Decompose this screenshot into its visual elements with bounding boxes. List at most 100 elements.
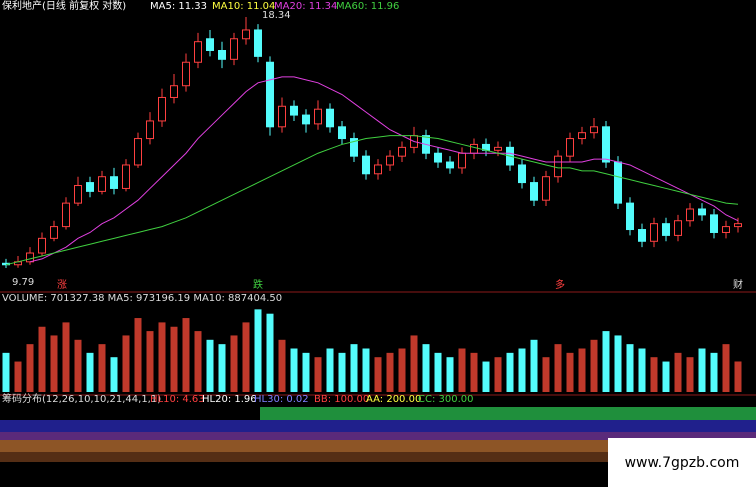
ma-line bbox=[29, 76, 739, 263]
candle-body bbox=[638, 229, 646, 242]
candle-body bbox=[26, 252, 34, 263]
volume-bar bbox=[326, 348, 334, 392]
candle-body bbox=[650, 223, 658, 242]
candle-body bbox=[554, 155, 562, 178]
volume-bar bbox=[662, 361, 670, 392]
candle-body bbox=[314, 108, 322, 125]
volume-bar bbox=[218, 344, 226, 392]
volume-bar bbox=[170, 326, 178, 392]
candle-body bbox=[110, 176, 118, 189]
volume-bar bbox=[446, 357, 454, 392]
candle-body bbox=[182, 61, 190, 87]
indicator-label: HL10: 4.63 bbox=[150, 394, 205, 405]
legend-entry: MA60: 11.96 bbox=[336, 1, 399, 12]
volume-bar bbox=[182, 318, 190, 392]
indicator-label: BB: 100.00 bbox=[314, 394, 369, 405]
candle-body bbox=[86, 182, 94, 192]
candle-body bbox=[626, 202, 634, 231]
candle-body bbox=[134, 138, 142, 166]
volume-bar bbox=[482, 361, 490, 392]
volume-bar bbox=[458, 348, 466, 392]
volume-bar bbox=[26, 344, 34, 392]
candle-body bbox=[386, 155, 394, 166]
band bbox=[260, 407, 756, 420]
volume-bar bbox=[50, 335, 58, 392]
candle-body bbox=[218, 50, 226, 60]
candle-body bbox=[734, 223, 742, 228]
volume-bar bbox=[278, 339, 286, 392]
candle-body bbox=[302, 114, 310, 125]
candle-body bbox=[518, 164, 526, 184]
volume-bar bbox=[350, 344, 358, 392]
volume-bar bbox=[386, 352, 394, 392]
volume-bar bbox=[554, 344, 562, 392]
candle-body bbox=[434, 152, 442, 163]
volume-bar bbox=[122, 335, 130, 392]
candle-body bbox=[278, 105, 286, 128]
band bbox=[0, 432, 756, 440]
volume-bar bbox=[254, 309, 262, 392]
event-marker: 多 bbox=[555, 278, 565, 291]
candle-body bbox=[662, 223, 670, 236]
volume-bar bbox=[626, 344, 634, 392]
indicator-label: CC: 300.00 bbox=[418, 394, 474, 405]
candle-body bbox=[350, 138, 358, 157]
volume-bar bbox=[734, 361, 742, 392]
candle-body bbox=[590, 126, 598, 134]
watermark-box bbox=[608, 438, 756, 487]
candle-body bbox=[266, 61, 274, 128]
volume-bar bbox=[62, 322, 70, 392]
volume-bar bbox=[206, 339, 214, 392]
watermark: www.7gpzb.com bbox=[625, 455, 740, 471]
legend-entry: MA5: 11.33 bbox=[150, 1, 207, 12]
volume-bar bbox=[74, 339, 82, 392]
chip-bands bbox=[0, 407, 756, 462]
candle-body bbox=[194, 41, 202, 63]
volume-bar bbox=[134, 318, 142, 392]
candle-body bbox=[470, 143, 478, 154]
band bbox=[0, 452, 610, 462]
volume-bar bbox=[470, 352, 478, 392]
volume-bar bbox=[194, 331, 202, 392]
candle-body bbox=[98, 176, 106, 192]
volume-bar bbox=[374, 357, 382, 392]
volume-bar bbox=[578, 348, 586, 392]
volume-bar bbox=[602, 331, 610, 392]
volume-bar bbox=[422, 344, 430, 392]
candle-body bbox=[494, 146, 502, 151]
candle-body bbox=[530, 182, 538, 201]
high-label: 18.34 bbox=[262, 10, 291, 21]
candle-body bbox=[38, 237, 46, 254]
volume-bar bbox=[434, 352, 442, 392]
volume-bar bbox=[638, 348, 646, 392]
volume-bar bbox=[362, 348, 370, 392]
volume-bar bbox=[338, 352, 346, 392]
volume-bar bbox=[542, 357, 550, 392]
stock-title: 保利地产(日线 前复权 对数) bbox=[2, 0, 126, 12]
volume-bar bbox=[146, 331, 154, 392]
candle-body bbox=[566, 138, 574, 157]
volume-bar bbox=[2, 352, 10, 392]
candle-body bbox=[326, 108, 334, 128]
volume-bar bbox=[686, 357, 694, 392]
candle-body bbox=[722, 226, 730, 233]
candle-body bbox=[602, 126, 610, 163]
candle-body bbox=[698, 208, 706, 216]
volume-bar bbox=[494, 357, 502, 392]
candle-body bbox=[254, 29, 262, 57]
candle-body bbox=[158, 96, 166, 122]
ma-line bbox=[5, 135, 739, 266]
candle-body bbox=[362, 155, 370, 175]
candle-body bbox=[122, 164, 130, 189]
volume-bar bbox=[242, 322, 250, 392]
indicator-label: HL30: 0.02 bbox=[254, 394, 309, 405]
volume-bar bbox=[518, 348, 526, 392]
candle-body bbox=[242, 29, 250, 40]
event-marker: 财 bbox=[733, 278, 743, 291]
volume-bar bbox=[566, 352, 574, 392]
event-marker: 跌 bbox=[253, 278, 263, 291]
volume-bar bbox=[410, 335, 418, 392]
candle-body bbox=[674, 220, 682, 236]
candle-body bbox=[50, 226, 58, 239]
